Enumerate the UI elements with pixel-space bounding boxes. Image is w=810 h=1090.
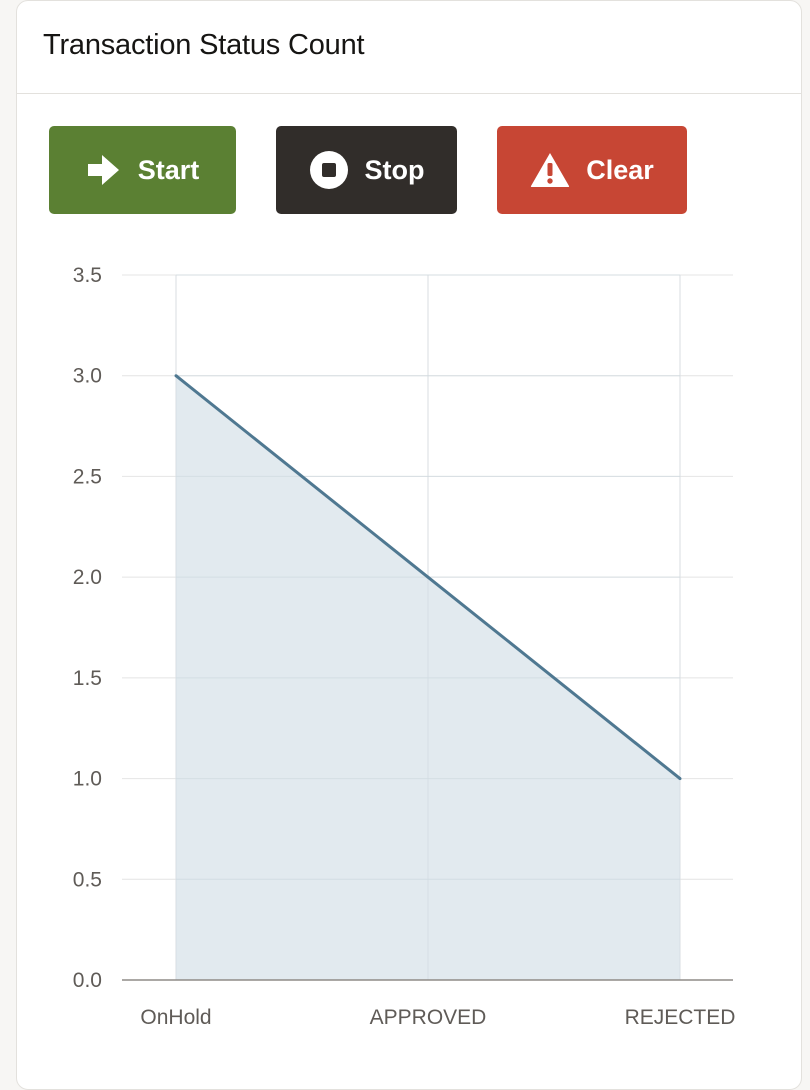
start-button[interactable]: Start <box>49 126 236 214</box>
stop-circle-icon <box>309 150 349 190</box>
arrow-right-icon <box>86 152 122 188</box>
stop-button[interactable]: Stop <box>276 126 457 214</box>
stop-button-label: Stop <box>364 154 425 185</box>
card-header: Transaction Status Count <box>17 1 801 94</box>
card-title: Transaction Status Count <box>43 29 365 61</box>
clear-button-label: Clear <box>586 154 654 185</box>
start-button-label: Start <box>137 154 200 185</box>
warning-triangle-icon <box>530 152 570 188</box>
clear-button[interactable]: Clear <box>497 126 687 214</box>
